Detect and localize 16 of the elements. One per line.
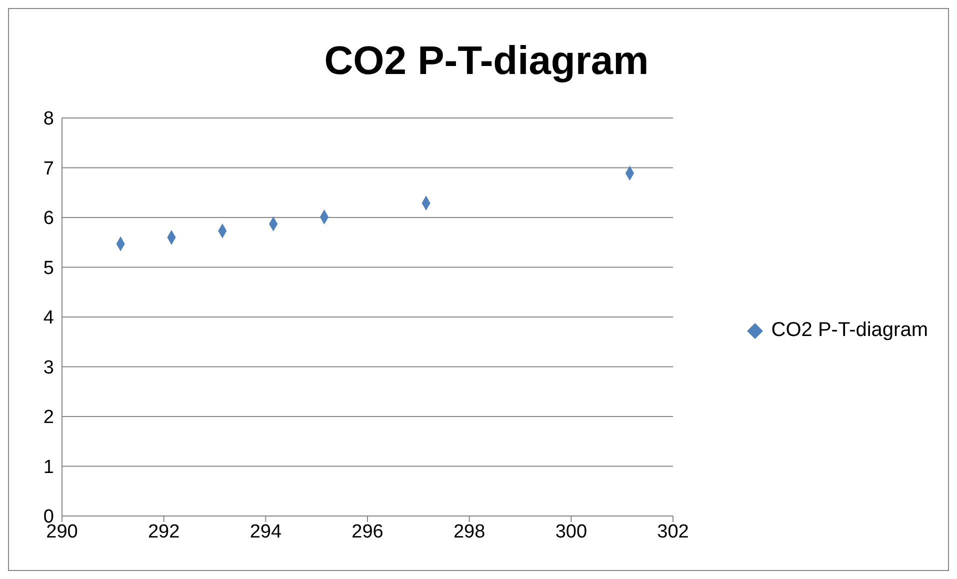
y-tick-label: 4 <box>43 308 54 329</box>
y-tick-label: 3 <box>43 357 54 378</box>
y-tick-label: 7 <box>43 158 54 180</box>
y-tick-label: 6 <box>43 208 54 230</box>
x-tick-label: 302 <box>657 521 689 542</box>
x-tick-label: 292 <box>148 521 180 542</box>
y-tick-label: 8 <box>43 108 54 130</box>
x-tick-label: 294 <box>250 521 282 542</box>
legend-label: CO2 P-T-diagram <box>771 319 928 342</box>
y-tick-label: 2 <box>43 407 54 428</box>
x-tick-label: 296 <box>352 521 384 542</box>
chart-title: CO2 P-T-diagram <box>323 39 650 84</box>
x-tick-label: 300 <box>555 521 588 542</box>
y-tick-label: 5 <box>43 258 54 279</box>
x-tick-label: 298 <box>453 521 486 542</box>
y-tick-label: 1 <box>43 456 54 478</box>
